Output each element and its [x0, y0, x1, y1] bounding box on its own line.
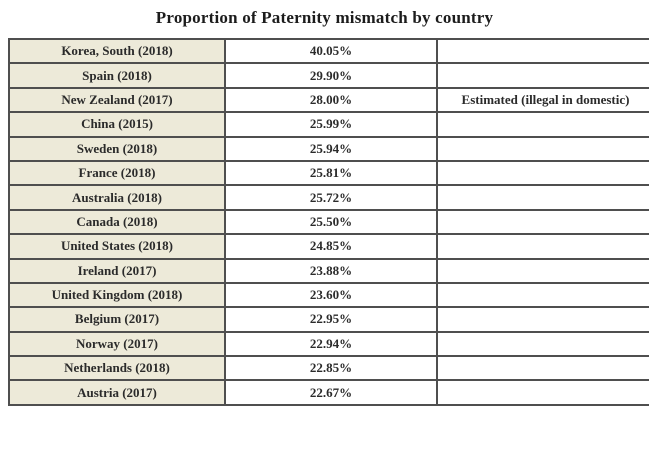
table-row: France (2018) 25.81% [8, 159, 649, 187]
value-cell: 25.72% [224, 184, 438, 211]
table-row: Korea, South (2018) 40.05% [8, 37, 649, 65]
note-cell [436, 379, 649, 406]
table-row: Ireland (2017) 23.88% [8, 257, 649, 284]
table-row: United States (2018) 24.85% [8, 233, 649, 260]
value-cell: 25.50% [224, 208, 438, 236]
value-cell: 25.94% [224, 135, 438, 162]
note-cell [436, 306, 649, 333]
note-cell [436, 159, 649, 187]
country-cell: Sweden (2018) [8, 135, 226, 162]
country-cell: Spain (2018) [8, 62, 226, 89]
country-cell: New Zealand (2017) [8, 86, 226, 114]
country-cell: United States (2018) [8, 233, 226, 260]
note-cell [436, 62, 649, 89]
value-cell: 23.88% [224, 257, 438, 284]
value-cell: 22.94% [224, 330, 438, 358]
value-cell: 25.81% [224, 159, 438, 187]
note-cell [436, 281, 649, 309]
value-cell: 22.95% [224, 306, 438, 333]
table-row: United Kingdom (2018) 23.60% [8, 281, 649, 309]
note-cell [436, 233, 649, 260]
table-row: Netherlands (2018) 22.85% [8, 355, 649, 382]
note-cell [436, 37, 649, 65]
table-row: New Zealand (2017) 28.00% Estimated (ill… [8, 86, 649, 114]
note-cell [436, 184, 649, 211]
country-cell: Korea, South (2018) [8, 37, 226, 65]
note-cell [436, 355, 649, 382]
table-row: Spain (2018) 29.90% [8, 62, 649, 89]
table-row: Canada (2018) 25.50% [8, 208, 649, 236]
table-row: Belgium (2017) 22.95% [8, 306, 649, 333]
table-row: Sweden (2018) 25.94% [8, 135, 649, 162]
table-row: Norway (2017) 22.94% [8, 330, 649, 358]
note-cell [436, 330, 649, 358]
country-cell: Belgium (2017) [8, 306, 226, 333]
value-cell: 23.60% [224, 281, 438, 309]
country-cell: Canada (2018) [8, 208, 226, 236]
country-cell: Ireland (2017) [8, 257, 226, 284]
table-row: Austria (2017) 22.67% [8, 379, 649, 406]
value-cell: 22.67% [224, 379, 438, 406]
value-cell: 28.00% [224, 86, 438, 114]
country-cell: Norway (2017) [8, 330, 226, 358]
country-cell: France (2018) [8, 159, 226, 187]
value-cell: 22.85% [224, 355, 438, 382]
country-cell: United Kingdom (2018) [8, 281, 226, 309]
country-cell: Austria (2017) [8, 379, 226, 406]
value-cell: 25.99% [224, 111, 438, 138]
note-cell [436, 111, 649, 138]
note-cell [436, 135, 649, 162]
note-cell [436, 257, 649, 284]
value-cell: 24.85% [224, 233, 438, 260]
table-row: Australia (2018) 25.72% [8, 184, 649, 211]
note-cell [436, 208, 649, 236]
paternity-mismatch-table: Korea, South (2018) 40.05% Spain (2018) … [8, 37, 649, 406]
country-cell: Netherlands (2018) [8, 355, 226, 382]
note-cell: Estimated (illegal in domestic) [436, 86, 649, 114]
table-row: China (2015) 25.99% [8, 111, 649, 138]
country-cell: China (2015) [8, 111, 226, 138]
paternity-table-body: Korea, South (2018) 40.05% Spain (2018) … [8, 37, 649, 406]
page-title: Proportion of Paternity mismatch by coun… [155, 8, 494, 27]
country-cell: Australia (2018) [8, 184, 226, 211]
value-cell: 29.90% [224, 62, 438, 89]
value-cell: 40.05% [224, 37, 438, 65]
